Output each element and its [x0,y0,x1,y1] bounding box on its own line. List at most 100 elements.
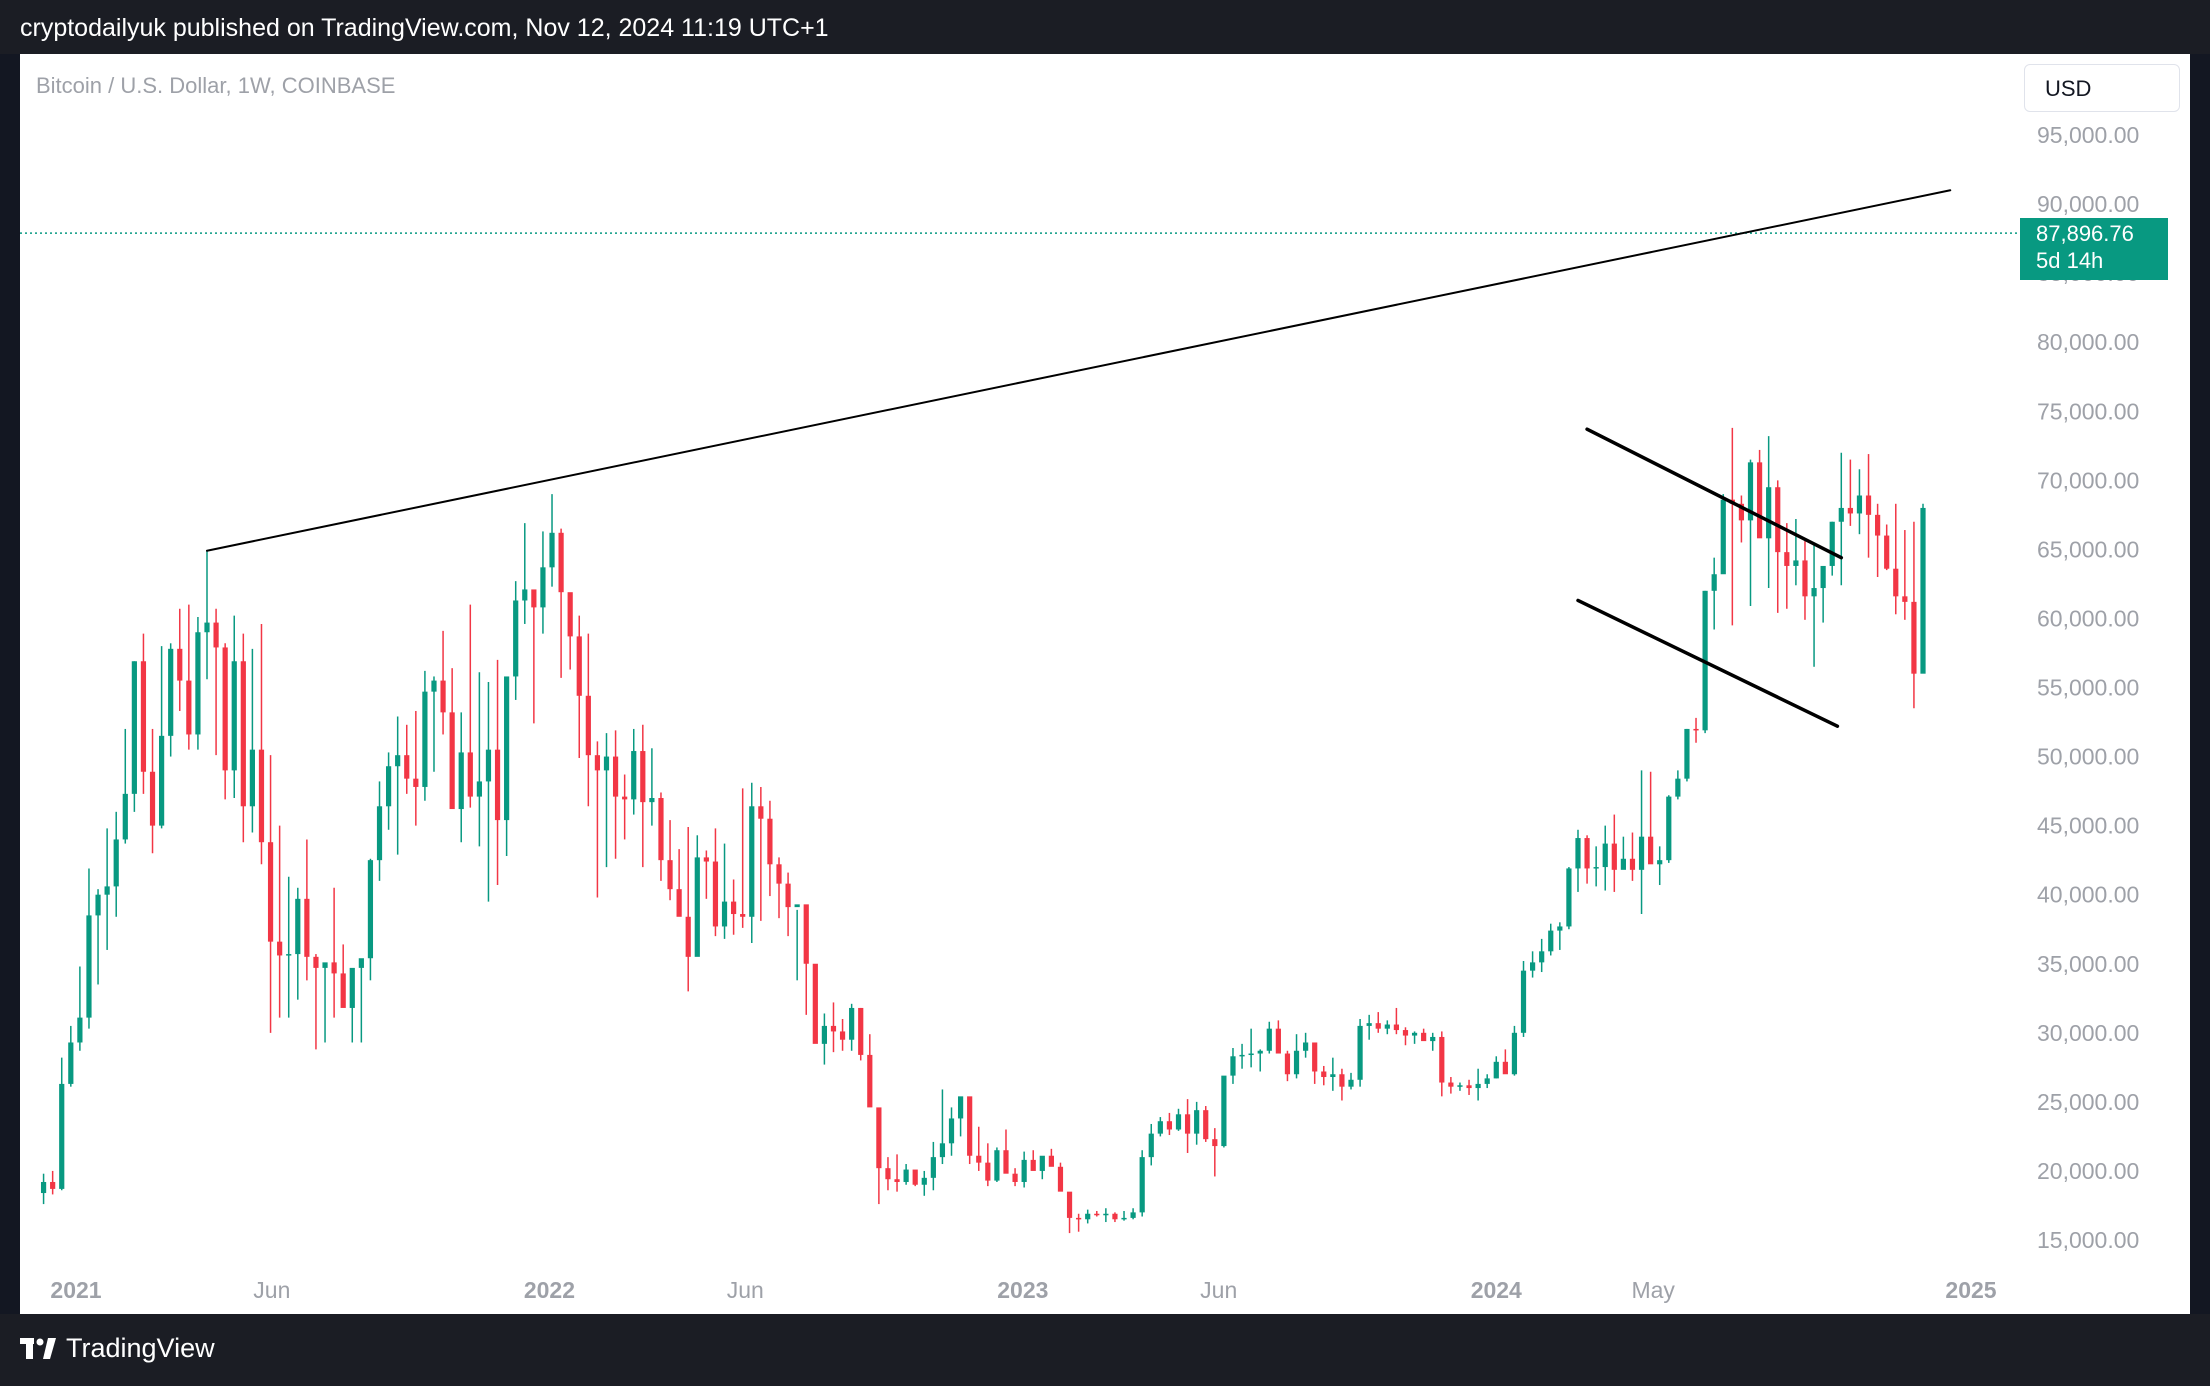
candle [1212,1128,1218,1177]
candle [149,728,156,854]
candle [1629,832,1636,881]
candle [258,623,265,865]
candle-body [1675,778,1681,797]
candle-body [749,806,755,917]
candle [1584,835,1590,884]
candle [1657,846,1663,886]
candle [1566,867,1572,930]
candle-body [1303,1042,1309,1051]
candle [758,786,764,921]
candle-body [1030,1159,1036,1171]
channel-lower-drawing[interactable] [1576,598,1840,728]
candle [213,608,219,756]
candle [431,676,437,772]
candle-body [785,883,791,908]
candle [812,963,818,1044]
candle [1184,1099,1191,1153]
candle-body [585,695,591,756]
chart-area[interactable] [20,54,2190,1314]
candle [694,835,700,957]
candle-body [1085,1213,1091,1220]
candle-body [322,962,328,968]
candle-body [1121,1217,1127,1220]
candle-body [340,973,346,1008]
candle [1348,1072,1354,1090]
candle [1884,524,1890,571]
candle-body [1076,1217,1082,1220]
publish-info: cryptodailyuk published on TradingView.c… [20,14,829,42]
y-tick-label: 20,000.00 [2037,1158,2139,1184]
candle [622,774,628,840]
candle [1784,523,1790,609]
candle-body [1375,1023,1381,1029]
candle-body [767,818,773,865]
candle-body [912,1169,918,1185]
candle [1766,436,1772,589]
candle [1838,452,1844,586]
candle [1239,1043,1245,1069]
candle [1157,1117,1163,1137]
last-price-value: 87,896.76 [2036,221,2134,246]
candle-body [1112,1213,1118,1220]
candle-body [1865,495,1872,515]
candle-body [849,1007,855,1040]
candle-body [867,1054,873,1108]
candle-body [658,798,664,861]
candle-body [59,1083,65,1189]
candle-body [1094,1213,1100,1216]
candle-body [95,894,101,916]
candle [449,668,455,810]
candle [676,849,682,917]
candle-body [1021,1159,1027,1182]
candle-body [367,860,374,959]
bar-countdown: 5d 14h [2036,248,2104,273]
candle [1829,521,1835,576]
candle [1875,503,1881,577]
candle [740,788,746,928]
candle-body [1847,507,1853,514]
candle [1085,1209,1091,1224]
tradingview-logo[interactable]: TradingView [20,1333,215,1364]
candle [395,716,401,855]
candle [1411,1031,1418,1044]
candle [1402,1027,1409,1046]
candle-body [240,661,246,807]
candle [603,733,610,868]
currency-button[interactable]: USD [2024,64,2180,112]
candle-body [1648,836,1654,865]
candle-body [1039,1155,1045,1171]
candle-body [1684,728,1690,779]
candle [567,592,573,670]
trendline-drawing[interactable] [206,189,1952,552]
candle [277,825,283,1018]
candle [1257,1049,1263,1072]
candle-body [1838,507,1844,522]
candle [1511,1025,1518,1076]
candle [159,646,165,829]
candle [1284,1050,1291,1082]
candle [1175,1108,1182,1131]
candle-body [985,1162,991,1181]
candle-body [1439,1036,1445,1083]
candle-body [1811,588,1817,597]
candle-body [622,796,628,800]
candle-body [513,600,519,677]
candle [267,755,274,1033]
candle-body [1239,1054,1245,1057]
candle [1675,770,1681,800]
candle-body [703,857,709,862]
candle-body [1266,1028,1272,1051]
candle [1720,494,1726,575]
candle [1602,825,1608,891]
candle-body [1384,1024,1390,1029]
candle [358,958,364,1043]
candle [1448,1077,1454,1094]
candle-body [1493,1061,1499,1079]
candle-body [930,1157,936,1178]
candle [1293,1034,1300,1079]
x-tick-label: Jun [253,1277,290,1303]
channel-upper-drawing[interactable] [1585,427,1844,560]
candle [1756,449,1763,539]
candle-body [86,915,92,1018]
